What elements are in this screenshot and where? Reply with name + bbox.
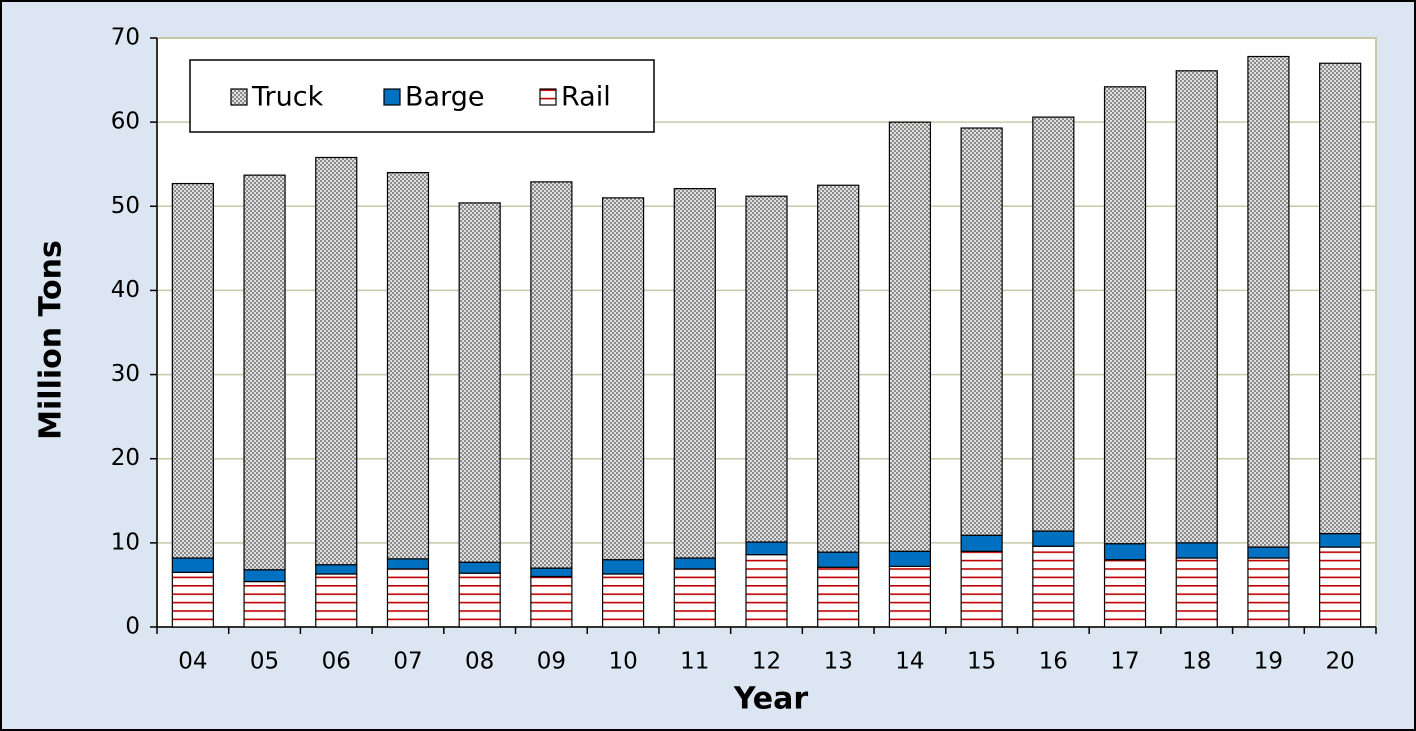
bar-segment: [1175, 557, 1218, 628]
x-tick-label: 14: [895, 649, 924, 675]
y-tick-label: 60: [111, 109, 140, 135]
x-tick-label: 06: [322, 649, 351, 675]
x-tick-label: 07: [393, 649, 422, 675]
bar-segment: [458, 202, 501, 563]
y-tick-label: 70: [111, 25, 140, 51]
bar-segment: [1247, 557, 1290, 628]
x-tick-label: 12: [752, 649, 781, 675]
x-tick-label: 11: [680, 649, 709, 675]
bar-segment: [888, 565, 932, 628]
bar-segment: [458, 572, 501, 628]
bar-segment: [817, 566, 860, 628]
legend-label: Truck: [251, 82, 324, 113]
x-tick-label: 08: [465, 649, 494, 675]
bar-segment: [386, 558, 430, 570]
x-tick-label: 09: [537, 649, 566, 675]
bar-segment: [1247, 55, 1290, 548]
bar-segment: [530, 181, 573, 569]
bar-segment: [243, 569, 286, 583]
bar-segment: [530, 567, 573, 578]
x-tick-label: 17: [1110, 649, 1139, 675]
bar-segment: [817, 184, 860, 553]
bar-segment: [888, 550, 932, 568]
bar-segment: [601, 197, 645, 561]
bar-segment: [745, 195, 788, 543]
legend: Truck Barge Rail: [189, 59, 655, 133]
bar-segment: [1032, 116, 1075, 532]
x-tick-label: 20: [1326, 649, 1355, 675]
bar-segment: [1032, 545, 1075, 628]
bar-segment: [1319, 546, 1362, 628]
bar-segment: [1175, 70, 1218, 544]
x-tick-label: 19: [1254, 649, 1283, 675]
x-tick-label: 04: [178, 649, 207, 675]
bar-segment: [673, 188, 716, 559]
bar-segment: [386, 568, 430, 628]
bar-segment: [960, 127, 1003, 536]
bar-segment: [530, 575, 573, 628]
y-tick-label: 30: [111, 361, 140, 387]
x-tick-label: 18: [1182, 649, 1211, 675]
x-axis-title: Year: [733, 682, 809, 717]
bar-segment: [601, 559, 645, 575]
legend-label: Rail: [561, 82, 611, 113]
bar-segment: [1103, 86, 1147, 545]
legend-swatch: [539, 88, 557, 106]
x-tick-label: 05: [250, 649, 279, 675]
legend-label: Barge: [405, 82, 484, 113]
bar-segment: [960, 534, 1003, 552]
bar-segment: [888, 121, 932, 552]
bar-segment: [171, 182, 214, 559]
bar-segment: [386, 172, 430, 560]
bar-segment: [243, 174, 286, 571]
bar-segment: [673, 557, 716, 570]
y-tick-label: 40: [111, 277, 140, 303]
bar-segment: [673, 568, 716, 628]
bar-segment: [1103, 543, 1147, 561]
bar-segment: [1175, 542, 1218, 559]
bar-segment: [1103, 559, 1147, 628]
bar-segment: [243, 580, 286, 628]
bar-segment: [458, 561, 501, 574]
bar-segment: [601, 573, 645, 628]
legend-swatch: [230, 88, 248, 106]
y-tick-label: 0: [125, 614, 140, 640]
bar-segment: [1032, 530, 1075, 547]
bar-segment: [171, 557, 214, 573]
x-tick-label: 13: [824, 649, 853, 675]
bar-segment: [960, 550, 1003, 628]
y-tick-label: 10: [111, 529, 140, 555]
bar-segment: [1319, 533, 1362, 548]
bar-segment: [745, 554, 788, 628]
bar-segment: [745, 541, 788, 556]
x-tick-label: 16: [1039, 649, 1068, 675]
legend-box: [189, 59, 655, 133]
bar-segment: [315, 573, 358, 628]
bar-segment: [817, 551, 860, 568]
bar-segment: [315, 564, 358, 575]
bar-segment: [171, 571, 214, 628]
x-tick-label: 15: [967, 649, 996, 675]
y-tick-label: 50: [111, 193, 140, 219]
legend-swatch: [383, 88, 401, 106]
bar-segment: [1247, 546, 1290, 559]
x-tick-label: 10: [608, 649, 637, 675]
y-axis-title: Million Tons: [34, 240, 69, 440]
bar-segment: [1319, 62, 1362, 535]
bar-segment: [315, 156, 358, 566]
y-tick-label: 20: [111, 445, 140, 471]
